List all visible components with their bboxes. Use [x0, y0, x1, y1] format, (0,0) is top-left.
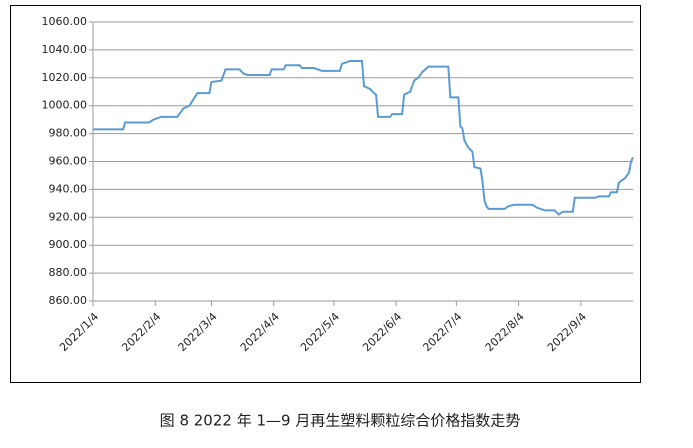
y-tick-label: 940.00 — [49, 182, 88, 195]
y-tick-label: 980.00 — [49, 127, 88, 140]
y-tick-label: 1020.00 — [42, 71, 88, 84]
y-tick-label: 1040.00 — [42, 43, 88, 56]
y-tick-label: 1060.00 — [42, 15, 88, 28]
x-tick-label: 2022/3/4 — [176, 310, 220, 354]
x-tick-label: 2022/8/4 — [483, 310, 527, 354]
x-tick-label: 2022/2/4 — [119, 310, 163, 354]
x-tick-label: 2022/7/4 — [420, 310, 464, 354]
x-tick-label: 2022/1/4 — [57, 310, 101, 354]
y-tick-label: 860.00 — [49, 294, 88, 307]
y-tick-label: 920.00 — [49, 210, 88, 223]
x-tick-label: 2022/9/4 — [545, 310, 589, 354]
y-tick-label: 880.00 — [49, 266, 88, 279]
x-tick-label: 2022/6/4 — [360, 310, 404, 354]
data-line — [93, 60, 634, 216]
chart-frame — [10, 5, 641, 383]
y-tick-label: 1000.00 — [42, 99, 88, 112]
y-tick-label: 900.00 — [49, 238, 88, 251]
x-tick-label: 2022/4/4 — [238, 310, 282, 354]
y-tick-label: 960.00 — [49, 155, 88, 168]
x-tick-label: 2022/5/4 — [298, 310, 342, 354]
caption: 图 8 2022 年 1—9 月再生塑料颗粒综合价格指数走势 — [160, 412, 521, 430]
